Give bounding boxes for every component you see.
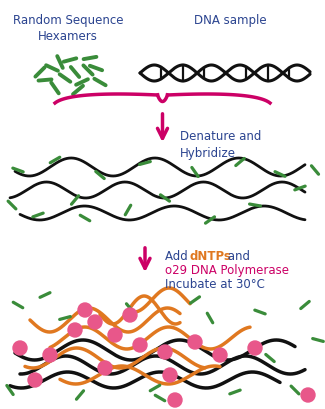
Text: Random Sequence
Hexamers: Random Sequence Hexamers bbox=[13, 14, 123, 43]
Text: dNTPs: dNTPs bbox=[189, 250, 231, 263]
Circle shape bbox=[163, 368, 177, 382]
Circle shape bbox=[28, 373, 42, 387]
Circle shape bbox=[188, 335, 202, 349]
Circle shape bbox=[13, 341, 27, 355]
Circle shape bbox=[88, 315, 102, 329]
Circle shape bbox=[78, 303, 92, 317]
Circle shape bbox=[168, 393, 182, 407]
Circle shape bbox=[123, 308, 137, 322]
Circle shape bbox=[158, 345, 172, 359]
Text: DNA sample: DNA sample bbox=[194, 14, 266, 27]
Text: Add: Add bbox=[165, 250, 191, 263]
Circle shape bbox=[133, 338, 147, 352]
Circle shape bbox=[301, 388, 315, 402]
Circle shape bbox=[213, 348, 227, 362]
Text: Incubate at 30°C: Incubate at 30°C bbox=[165, 278, 265, 291]
Text: and: and bbox=[224, 250, 250, 263]
Text: Denature and
Hybridize: Denature and Hybridize bbox=[180, 130, 261, 160]
Circle shape bbox=[68, 323, 82, 337]
Circle shape bbox=[248, 341, 262, 355]
Circle shape bbox=[43, 348, 57, 362]
Circle shape bbox=[108, 328, 122, 342]
Circle shape bbox=[98, 361, 112, 375]
Text: o29 DNA Polymerase: o29 DNA Polymerase bbox=[165, 264, 289, 277]
